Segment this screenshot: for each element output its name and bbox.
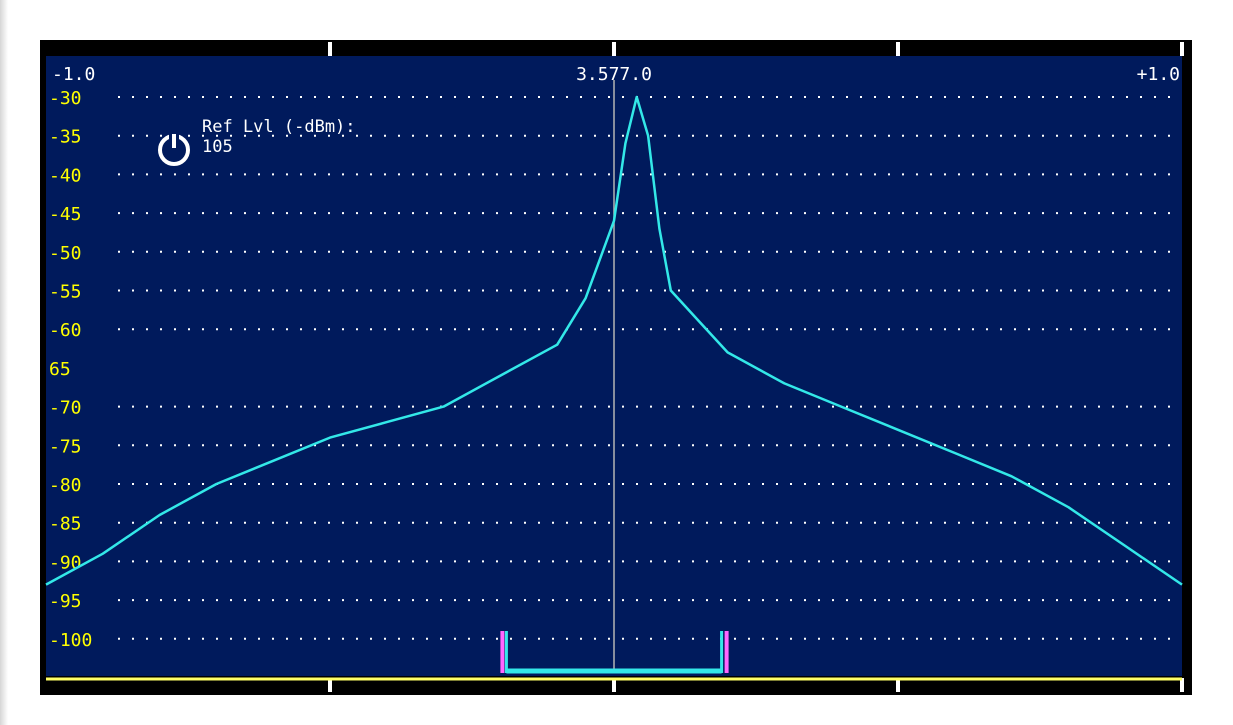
x-label-center: 3.577.0 [576, 64, 652, 85]
y-tick-label-3: -45 [49, 204, 82, 225]
x-label-right: +1.0 [1137, 64, 1180, 85]
y-tick-label-12: -90 [49, 552, 82, 573]
y-tick-label-5: -55 [49, 282, 82, 303]
y-tick-label-1: -35 [49, 127, 82, 148]
y-tick-label-4: -50 [49, 243, 82, 264]
y-tick-label-9: -75 [49, 436, 82, 457]
ref-level-label: Ref Lvl (-dBm): [202, 117, 356, 137]
y-tick-label-10: -80 [49, 475, 82, 496]
y-tick-label-2: -40 [49, 165, 82, 186]
y-tick-label-14: -100 [49, 630, 92, 651]
y-tick-label-6: -60 [49, 320, 82, 341]
x-label-left: -1.0 [52, 64, 95, 85]
spectrum-trace [45, 95, 1183, 586]
ref-level-value[interactable]: 105 [202, 137, 233, 157]
window-left-edge [0, 0, 8, 725]
y-tick-label-8: -70 [49, 398, 82, 419]
y-tick-label-7: 65 [49, 359, 71, 380]
y-tick-label-0: -30 [49, 88, 82, 109]
y-tick-label-11: -85 [49, 514, 82, 535]
power-icon[interactable] [154, 128, 194, 168]
y-tick-label-13: -95 [49, 591, 82, 612]
